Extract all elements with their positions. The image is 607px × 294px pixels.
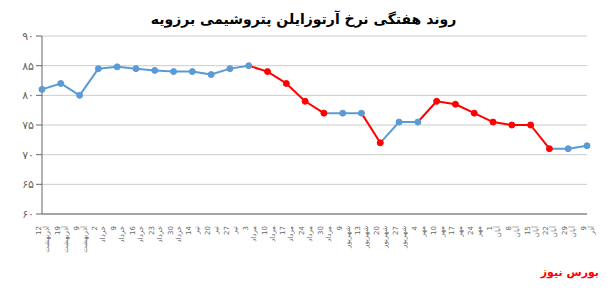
svg-text:27تیر: 27تیر xyxy=(223,226,239,235)
svg-text:۶۰: ۶۰ xyxy=(22,208,34,221)
svg-text:۸۵: ۸۵ xyxy=(22,60,34,73)
svg-text:20شهریور: 20شهریور xyxy=(373,226,389,249)
svg-text:9خرداد: 9خرداد xyxy=(110,226,126,242)
svg-text:22آبان: 22آبان xyxy=(542,225,558,237)
svg-text:۸۰: ۸۰ xyxy=(22,89,34,102)
svg-text:9آذربهشت: 9آذربهشت xyxy=(73,225,89,253)
svg-text:1آبان: 1آبان xyxy=(486,225,502,237)
svg-text:30مرداد: 30مرداد xyxy=(317,226,333,242)
svg-text:14تیر: 14تیر xyxy=(185,225,201,234)
svg-text:17مرداد: 17مرداد xyxy=(279,226,295,242)
svg-text:24مهر: 24مهر xyxy=(467,225,483,237)
svg-text:10مرداد: 10مرداد xyxy=(261,226,277,242)
svg-text:20تیر: 20تیر xyxy=(204,226,220,235)
html-text:بورس نیوز: بورس نیوز xyxy=(540,266,599,279)
svg-text:4مهر: 4مهر xyxy=(411,225,427,237)
svg-text:9شهریور: 9شهریور xyxy=(336,226,352,249)
svg-text:13شهریور: 13شهریور xyxy=(354,226,370,249)
svg-text:19آذربهشت: 19آذربهشت xyxy=(54,225,70,253)
html-text:روند هفتگی نرخ آرتوزایلن پتروش: روند هفتگی نرخ آرتوزایلن پتروشیمی برزویه xyxy=(150,11,457,27)
svg-text:3مرداد: 3مرداد xyxy=(242,226,258,242)
svg-text:23خرداد: 23خرداد xyxy=(148,226,164,242)
svg-text:10مهر: 10مهر xyxy=(430,226,446,238)
svg-text:۹۰: ۹۰ xyxy=(22,30,34,43)
svg-text:12آذربهشت: 12آذربهشت xyxy=(35,225,51,253)
svg-text:30خرداد: 30خرداد xyxy=(167,226,183,242)
svg-text:16خرداد: 16خرداد xyxy=(129,225,145,242)
svg-text:27شهریور: 27شهریور xyxy=(392,226,408,249)
svg-text:29آبان: 29آبان xyxy=(561,225,577,237)
svg-text:15آبان: 15آبان xyxy=(524,225,540,237)
svg-text:24مرداد: 24مرداد xyxy=(298,225,314,241)
svg-text:17مهر: 17مهر xyxy=(448,226,464,238)
svg-text:8آبان: 8آبان xyxy=(505,225,521,237)
svg-text:۷۰: ۷۰ xyxy=(22,149,34,162)
svg-text:۷۵: ۷۵ xyxy=(22,119,34,132)
svg-text:2خرداد: 2خرداد xyxy=(91,226,107,242)
svg-text:9آذر: 9آذر xyxy=(580,225,596,235)
svg-text:۶۵: ۶۵ xyxy=(22,178,34,191)
